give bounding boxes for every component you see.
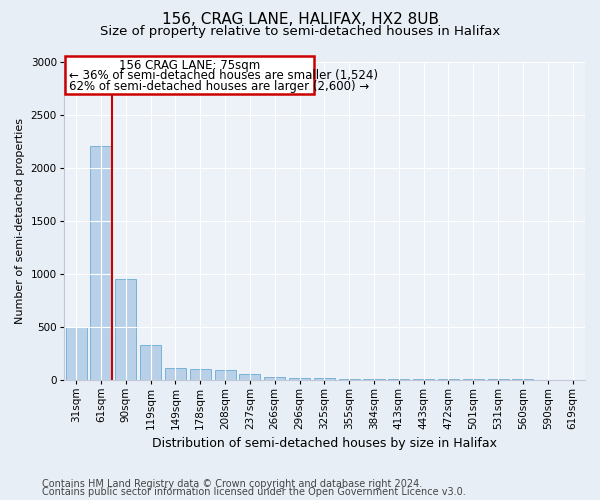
Bar	[165, 368, 186, 380]
Bar	[190, 369, 211, 380]
Text: Contains HM Land Registry data © Crown copyright and database right 2024.: Contains HM Land Registry data © Crown c…	[42, 479, 422, 489]
Bar	[314, 378, 335, 380]
Text: Size of property relative to semi-detached houses in Halifax: Size of property relative to semi-detach…	[100, 25, 500, 38]
Text: ← 36% of semi-detached houses are smaller (1,524): ← 36% of semi-detached houses are smalle…	[69, 69, 378, 82]
Bar	[140, 345, 161, 380]
X-axis label: Distribution of semi-detached houses by size in Halifax: Distribution of semi-detached houses by …	[152, 437, 497, 450]
Text: 62% of semi-detached houses are larger (2,600) →: 62% of semi-detached houses are larger (…	[69, 80, 369, 92]
Bar	[338, 378, 360, 380]
Bar	[65, 56, 314, 94]
Bar	[215, 370, 236, 380]
Bar	[239, 374, 260, 380]
Bar	[289, 378, 310, 380]
Text: 156, CRAG LANE, HALIFAX, HX2 8UB: 156, CRAG LANE, HALIFAX, HX2 8UB	[161, 12, 439, 28]
Bar	[91, 146, 112, 380]
Text: 156 CRAG LANE: 75sqm: 156 CRAG LANE: 75sqm	[119, 59, 260, 72]
Bar	[264, 377, 285, 380]
Y-axis label: Number of semi-detached properties: Number of semi-detached properties	[15, 118, 25, 324]
Bar	[65, 326, 87, 380]
Text: Contains public sector information licensed under the Open Government Licence v3: Contains public sector information licen…	[42, 487, 466, 497]
Bar	[115, 279, 136, 380]
